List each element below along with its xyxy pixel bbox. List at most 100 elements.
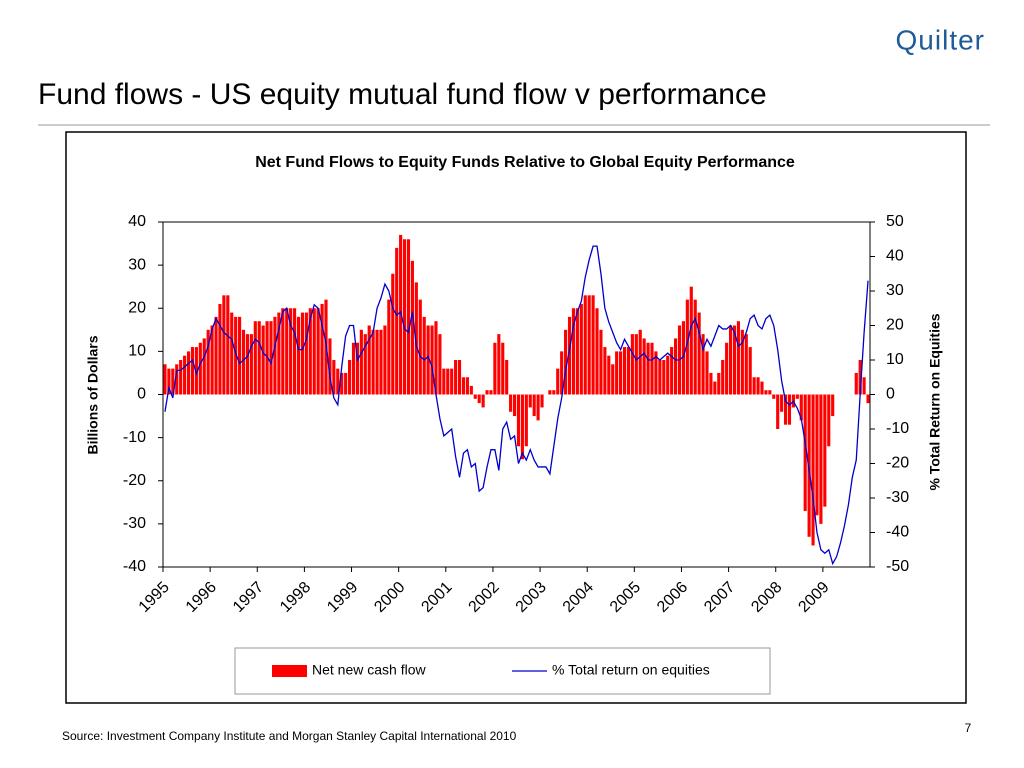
bar [619, 351, 623, 395]
bar [446, 368, 450, 395]
bar [399, 234, 403, 395]
bar [485, 390, 489, 395]
chart-title: Net Fund Flows to Equity Funds Relative … [255, 154, 795, 171]
bar [524, 394, 528, 447]
bar [379, 329, 383, 395]
bar [406, 239, 411, 395]
bar [469, 385, 473, 395]
bar [642, 338, 646, 395]
bar [780, 394, 784, 412]
bar [249, 334, 253, 395]
y-tick-label: 20 [128, 299, 146, 316]
bar [198, 342, 202, 395]
bar [654, 351, 658, 395]
bar [662, 360, 666, 395]
bar [402, 239, 407, 395]
bar [241, 329, 246, 395]
bar [296, 316, 301, 395]
bar [583, 295, 587, 395]
y-tick-label: -20 [123, 472, 146, 489]
bar [752, 377, 756, 395]
bar [854, 372, 858, 395]
bar [646, 342, 650, 395]
y2-tick-label: 10 [886, 351, 904, 368]
page-number: 7 [965, 721, 972, 735]
bar [630, 334, 634, 395]
y2-tick-label: -50 [886, 558, 909, 575]
y-axis-label: Billions of Dollars [85, 335, 101, 454]
bar [194, 347, 198, 395]
bar [261, 325, 265, 395]
bar [477, 394, 481, 404]
bar [359, 329, 363, 395]
y2-tick-label: -30 [886, 489, 909, 506]
bar [395, 247, 399, 395]
legend-swatch [272, 665, 307, 677]
bar [532, 394, 536, 417]
bar [764, 390, 768, 395]
bar [520, 394, 524, 460]
bar [540, 394, 544, 408]
bar [328, 338, 332, 395]
logo: Quilter [896, 24, 985, 55]
bar [866, 394, 870, 404]
bar [815, 394, 819, 516]
bar [587, 295, 591, 395]
bar [426, 325, 430, 395]
bar [226, 295, 230, 395]
bar [340, 372, 344, 395]
bar [316, 308, 320, 395]
bar [709, 372, 713, 395]
bar [819, 394, 823, 524]
bar [705, 351, 709, 395]
bar [497, 334, 501, 395]
bar [622, 347, 627, 395]
bar [807, 394, 811, 537]
legend-label: % Total return on equities [552, 662, 710, 678]
bar [234, 316, 238, 395]
bar [501, 342, 505, 395]
bar [681, 321, 686, 395]
y2-tick-label: 30 [886, 282, 904, 299]
bar [336, 368, 340, 395]
bar [615, 351, 619, 395]
bar [548, 390, 552, 395]
bar [611, 364, 615, 395]
bar [481, 394, 485, 408]
bar [238, 316, 242, 395]
bar [257, 321, 261, 395]
slide-title: Fund flows - US equity mutual fund flow … [38, 78, 767, 111]
bar [713, 381, 717, 395]
bar [564, 329, 568, 395]
bar [528, 394, 532, 408]
bar [218, 303, 222, 395]
bar [454, 360, 458, 395]
bar [438, 334, 442, 395]
legend-label: Net new cash flow [312, 662, 426, 678]
bar [556, 368, 560, 395]
bar [285, 308, 289, 395]
bar [728, 325, 733, 395]
bar [277, 312, 281, 395]
bar [772, 394, 776, 399]
bar [312, 308, 316, 395]
bar [768, 390, 772, 395]
bar [823, 394, 827, 507]
y2-tick-label: -10 [886, 420, 909, 437]
bar [383, 325, 387, 395]
bar [721, 360, 725, 395]
bar [858, 360, 862, 395]
bar [493, 342, 497, 395]
bar [607, 355, 611, 395]
bar [803, 394, 807, 511]
bar [732, 325, 737, 395]
bar [674, 338, 678, 395]
y-tick-label: -10 [123, 429, 146, 446]
bar [697, 312, 701, 395]
bar [795, 394, 799, 399]
bar [304, 312, 308, 395]
bar [163, 364, 167, 395]
bar [332, 360, 336, 395]
bar [363, 334, 367, 395]
